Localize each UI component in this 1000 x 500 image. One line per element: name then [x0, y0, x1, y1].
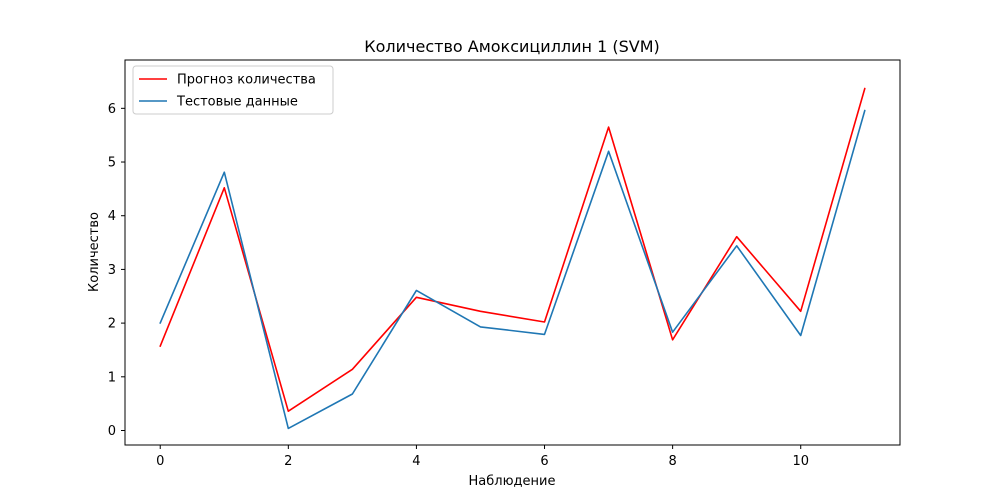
series-line-1 — [159, 87, 866, 413]
x-tick-label: 4 — [412, 454, 420, 469]
x-tick-label: 10 — [792, 454, 809, 469]
legend-label: Прогноз количества — [177, 73, 316, 88]
series-line-2 — [159, 109, 866, 430]
x-axis-label: Наблюдение — [469, 474, 556, 489]
y-tick-label: 5 — [108, 156, 116, 171]
x-tick-label: 8 — [668, 454, 676, 469]
y-tick-label: 0 — [108, 424, 116, 439]
legend-label: Тестовые данные — [176, 95, 298, 110]
y-tick-label: 3 — [108, 263, 116, 278]
y-tick-label: 6 — [108, 102, 116, 117]
y-tick-label: 4 — [108, 209, 116, 224]
plot-frame — [124, 59, 901, 446]
x-axis: 0 2 4 6 8 10 — [156, 445, 809, 469]
legend: Прогноз количества Тестовые данные — [132, 65, 334, 115]
y-tick-label: 2 — [108, 317, 116, 332]
plot-area — [125, 60, 900, 445]
chart-title: Количество Амоксициллин 1 (SVM) — [364, 37, 660, 56]
x-tick-label: 6 — [540, 454, 548, 469]
y-tick-label: 1 — [108, 370, 116, 385]
x-tick-label: 0 — [156, 454, 164, 469]
legend-box — [132, 65, 334, 115]
y-axis: 0 1 2 3 4 5 6 — [108, 102, 125, 439]
y-axis-label: Количество — [87, 212, 102, 292]
x-tick-label: 2 — [284, 454, 292, 469]
series-layer — [159, 87, 866, 430]
